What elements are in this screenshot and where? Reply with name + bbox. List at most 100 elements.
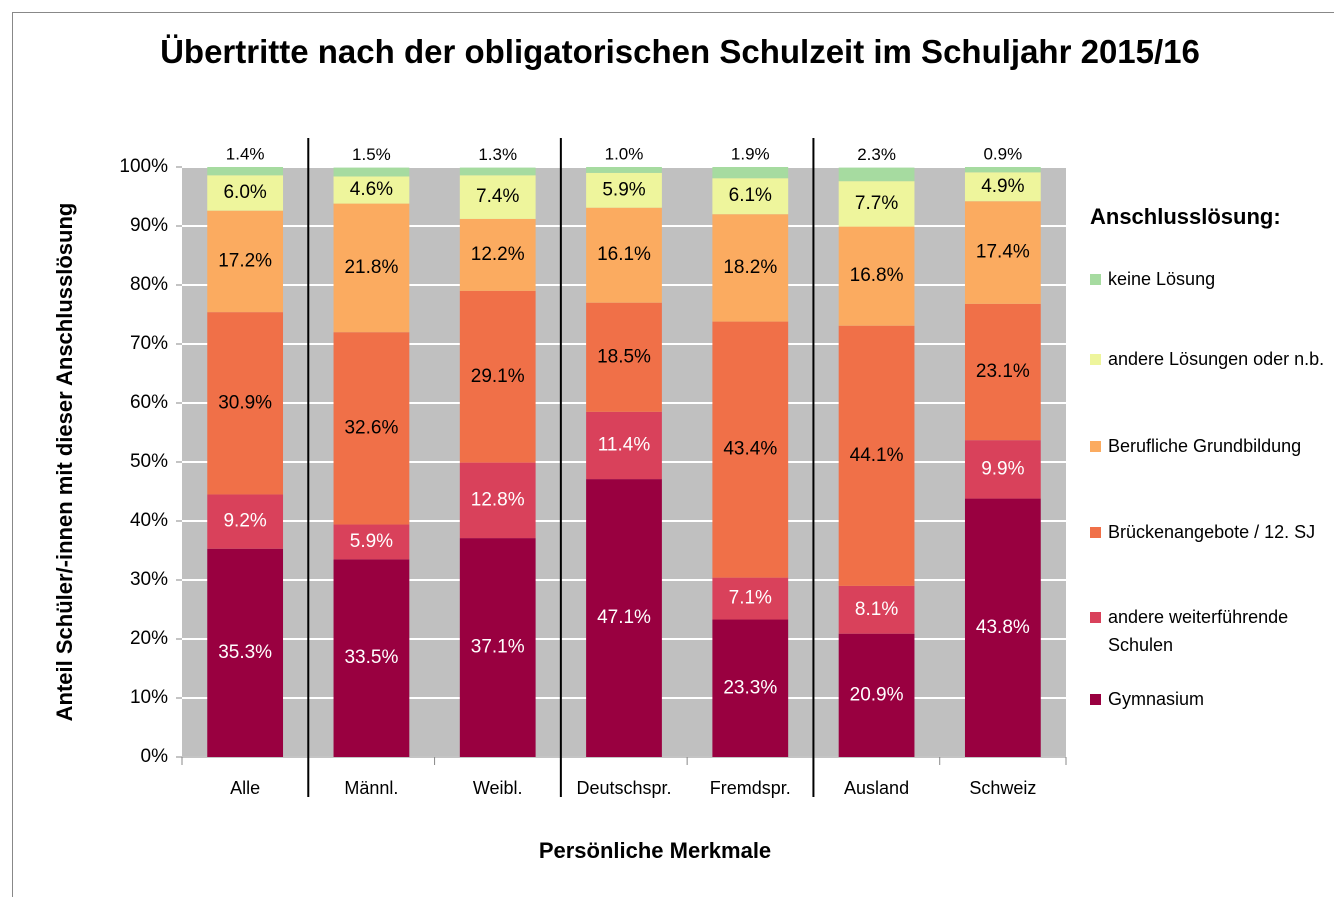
data-label: 16.1% — [597, 244, 651, 265]
bar-segment — [712, 321, 789, 578]
bar-segment — [333, 167, 410, 177]
bar-segment — [964, 201, 1041, 304]
legend-label: Berufliche Grundbildung — [1108, 436, 1302, 456]
bar-segment — [333, 332, 410, 525]
x-axis-label: Persönliche Merkmale — [539, 838, 771, 863]
legend-entry: andere weiterführende Schulen — [1090, 603, 1330, 659]
data-label: 32.6% — [344, 417, 398, 438]
data-label: 37.1% — [471, 637, 525, 658]
bar-segment — [586, 167, 662, 173]
bar-segment — [207, 210, 284, 313]
legend-entry: andere Lösungen oder n.b. — [1090, 345, 1330, 373]
legend-label: andere weiterführende Schulen — [1108, 607, 1289, 655]
bar-segment — [838, 325, 915, 586]
bar-segment — [333, 203, 410, 333]
legend-swatch — [1090, 274, 1101, 285]
x-tick-label: Ausland — [844, 778, 909, 798]
data-label: 2.3% — [857, 145, 896, 164]
data-label: 12.2% — [471, 244, 525, 265]
legend-entry: Gymnasium — [1090, 685, 1330, 713]
data-label: 7.1% — [729, 588, 772, 609]
x-tick-label: Männl. — [344, 778, 398, 798]
x-tick-label: Schweiz — [969, 778, 1036, 798]
data-label: 6.0% — [223, 182, 266, 203]
bar-segment — [712, 619, 789, 757]
x-tick-label: Alle — [230, 778, 260, 798]
data-label: 30.9% — [218, 392, 272, 413]
y-tick-label: 90% — [130, 215, 168, 236]
legend-swatch — [1090, 612, 1101, 623]
bar-segment — [586, 479, 662, 757]
data-label: 5.9% — [602, 179, 645, 200]
bar-segment — [712, 214, 789, 322]
y-tick-label: 40% — [130, 510, 168, 531]
bar-segment — [586, 411, 662, 480]
bar-segment — [964, 440, 1041, 499]
y-tick-label: 20% — [130, 628, 168, 649]
data-label: 43.4% — [723, 439, 777, 460]
legend-label: keine Lösung — [1108, 269, 1216, 289]
x-tick-label: Fremdspr. — [710, 778, 791, 798]
bar-segment — [838, 633, 915, 757]
data-label: 1.5% — [352, 145, 391, 164]
x-tick-label: Deutschspr. — [576, 778, 671, 798]
bar-segment — [964, 172, 1041, 202]
y-tick-label: 30% — [130, 569, 168, 590]
bar-segment — [459, 167, 536, 176]
bar-segment — [712, 178, 789, 215]
bar-segment — [333, 559, 410, 757]
data-label: 17.4% — [976, 242, 1030, 263]
legend-label: Gymnasium — [1108, 689, 1205, 709]
bar-segment — [586, 207, 662, 303]
data-label: 8.1% — [855, 599, 898, 620]
legend-entry: Brückenangebote / 12. SJ — [1090, 518, 1330, 546]
data-label: 7.7% — [855, 193, 898, 214]
y-tick-label: 10% — [130, 687, 168, 708]
data-label: 47.1% — [597, 607, 651, 628]
data-label: 18.2% — [723, 257, 777, 278]
legend-swatch — [1090, 354, 1101, 365]
data-label: 1.9% — [731, 144, 770, 163]
data-label: 1.3% — [478, 145, 517, 164]
data-label: 4.9% — [981, 176, 1024, 197]
legend-swatch — [1090, 694, 1101, 705]
x-tick-label: Weibl. — [473, 778, 523, 798]
legend-swatch — [1090, 527, 1101, 538]
bar-segment — [838, 585, 915, 634]
data-label: 0.9% — [983, 144, 1022, 163]
data-label: 1.4% — [226, 144, 265, 163]
bar-segment — [838, 181, 915, 227]
bar-segment — [964, 498, 1041, 757]
data-label: 9.9% — [981, 458, 1024, 479]
legend-entry: Berufliche Grundbildung — [1090, 432, 1330, 460]
bar-segment — [459, 175, 536, 219]
y-axis-label: Anteil Schüler/-innen mit dieser Anschlu… — [52, 203, 77, 722]
data-label: 29.1% — [471, 366, 525, 387]
data-label: 44.1% — [850, 445, 904, 466]
chart-title: Übertritte nach der obligatorischen Schu… — [160, 33, 1200, 70]
bar-segment — [333, 524, 410, 560]
data-label: 33.5% — [344, 647, 398, 668]
data-label: 20.9% — [850, 684, 904, 705]
y-tick-label: 50% — [130, 451, 168, 472]
y-tick-label: 70% — [130, 333, 168, 354]
bar-segment — [207, 312, 284, 495]
legend-label: Brückenangebote / 12. SJ — [1108, 522, 1316, 542]
bar-segment — [207, 167, 284, 176]
y-tick-label: 80% — [130, 274, 168, 295]
bar-segment — [207, 494, 284, 549]
data-label: 43.8% — [976, 617, 1030, 638]
bar-segment — [459, 538, 536, 757]
data-label: 1.0% — [605, 144, 644, 163]
bar-segment — [207, 548, 284, 757]
bar-segment — [964, 167, 1041, 173]
frame — [12, 12, 1334, 897]
legend-entry: keine Lösung — [1090, 265, 1330, 293]
bar-segment — [838, 226, 915, 326]
bar-segment — [459, 462, 536, 539]
data-label: 9.2% — [223, 511, 266, 532]
y-tick-label: 60% — [130, 392, 168, 413]
y-tick-label: 0% — [141, 746, 169, 767]
data-label: 7.4% — [476, 186, 519, 207]
